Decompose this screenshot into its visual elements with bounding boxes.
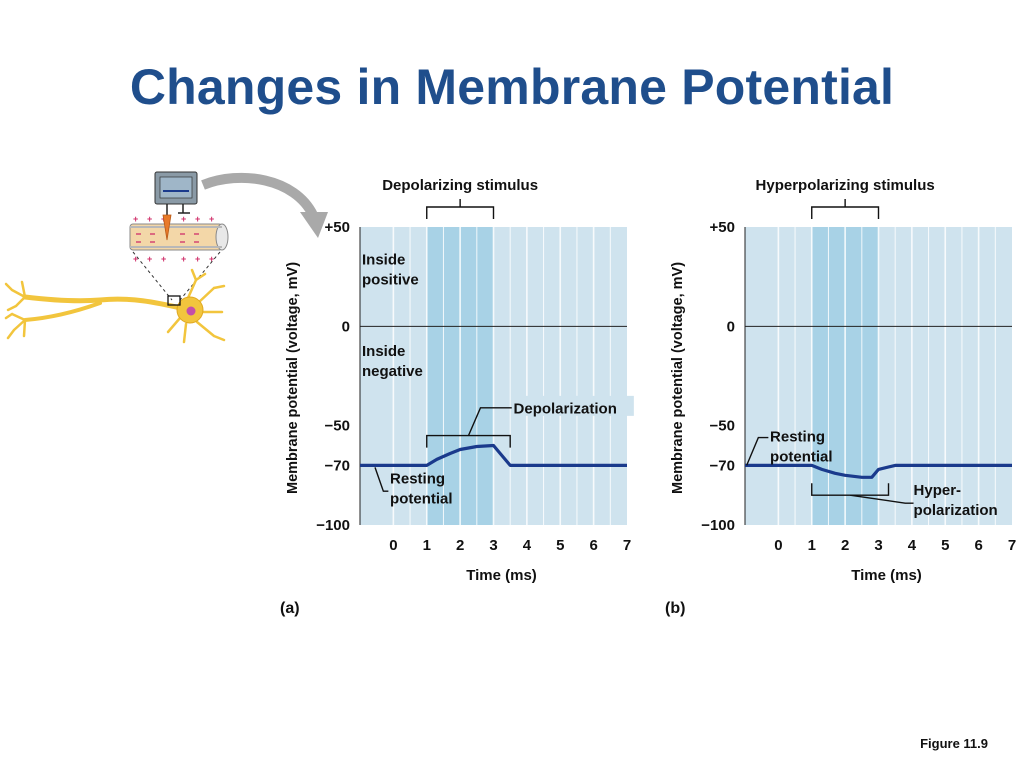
x-tick-label: 1 [423,537,431,554]
region-label: Inside [362,343,405,360]
stimulus-label: Hyperpolarizing stimulus [756,177,935,194]
annotation-label: Hyper- [914,482,962,499]
annotation-label: Resting [390,470,445,487]
neuron-icon [4,268,226,344]
svg-text:+: + [209,254,214,264]
chart-panel-a: +50 0 −50 −70 −100 0 1 2 3 4 5 6 7 Time (ms) Membrane … [280,177,634,617]
svg-text:+: + [147,254,152,264]
x-tick-label: 3 [489,537,497,554]
annotation-leader [374,467,389,492]
y-tick-label: 0 [342,318,350,335]
annotation-label: Depolarization [514,401,617,418]
y-tick-label: −50 [325,418,350,435]
x-tick-label: 4 [523,537,532,554]
label-backdrop [511,395,634,416]
svg-text:+: + [195,254,200,264]
y-tick-label: +50 [325,219,350,236]
electrode-icon [162,214,172,241]
annotation-label: potential [390,490,453,507]
stimulus-label: Depolarizing stimulus [382,177,538,194]
region-label: positive [362,272,419,289]
chart-panel-b: +50 0 −50 −70 −100 0 1 2 3 4 5 6 7 Time (ms) Membrane … [665,177,1016,617]
annotation-label: potential [770,449,833,466]
x-tick-label: 2 [841,537,849,554]
x-tick-label: 6 [589,537,597,554]
y-tick-label: −100 [701,517,735,534]
y-axis-label: Membrane potential (voltage, mV) [285,262,301,494]
membrane-potential-trace [360,443,627,467]
x-tick-label: 2 [456,537,464,554]
panel-label: (b) [665,600,685,617]
x-tick-label: 4 [908,537,917,554]
svg-text:+: + [181,214,186,224]
y-tick-label: −100 [316,517,350,534]
x-tick-label: 5 [941,537,949,554]
figure-label: Figure 11.9 [920,736,988,751]
svg-text:+: + [209,214,214,224]
x-axis-label: Time (ms) [466,567,537,584]
stimulus-bracket [811,199,880,219]
region-label: negative [362,363,423,380]
svg-text:+: + [161,254,166,264]
x-tick-label: 0 [774,537,782,554]
annotation-label: polarization [914,502,998,519]
x-axis-label: Time (ms) [851,567,922,584]
x-tick-label: 1 [808,537,816,554]
y-tick-label: +50 [710,219,735,236]
membrane-potential-trace [745,463,1012,479]
annotation-leader [467,407,512,436]
x-tick-label: 7 [1008,537,1016,554]
y-tick-label: 0 [727,318,735,335]
y-tick-label: −70 [325,457,350,474]
y-tick-label: −70 [710,457,735,474]
annotation-leader [746,436,769,466]
x-tick-label: 6 [974,537,982,554]
annotation-leader [850,494,914,504]
x-tick-label: 3 [874,537,882,554]
slide-title: Changes in Membrane Potential [129,59,895,115]
svg-text:+: + [181,254,186,264]
panel-label: (a) [280,600,300,617]
x-tick-label: 7 [623,537,631,554]
svg-text:+: + [133,254,138,264]
neuron-illustration: +++ +++ +++ +++ [4,171,328,344]
x-tick-label: 5 [556,537,564,554]
region-label: Inside [362,252,405,269]
pointer-arrow-icon [201,172,318,218]
svg-text:+: + [195,214,200,224]
svg-text:+: + [133,214,138,224]
y-tick-label: −50 [710,418,735,435]
svg-text:+: + [147,214,152,224]
x-tick-label: 0 [389,537,397,554]
stimulus-bracket [426,199,495,219]
annotation-label: Resting [770,429,825,446]
y-axis-label: Membrane potential (voltage, mV) [670,262,686,494]
